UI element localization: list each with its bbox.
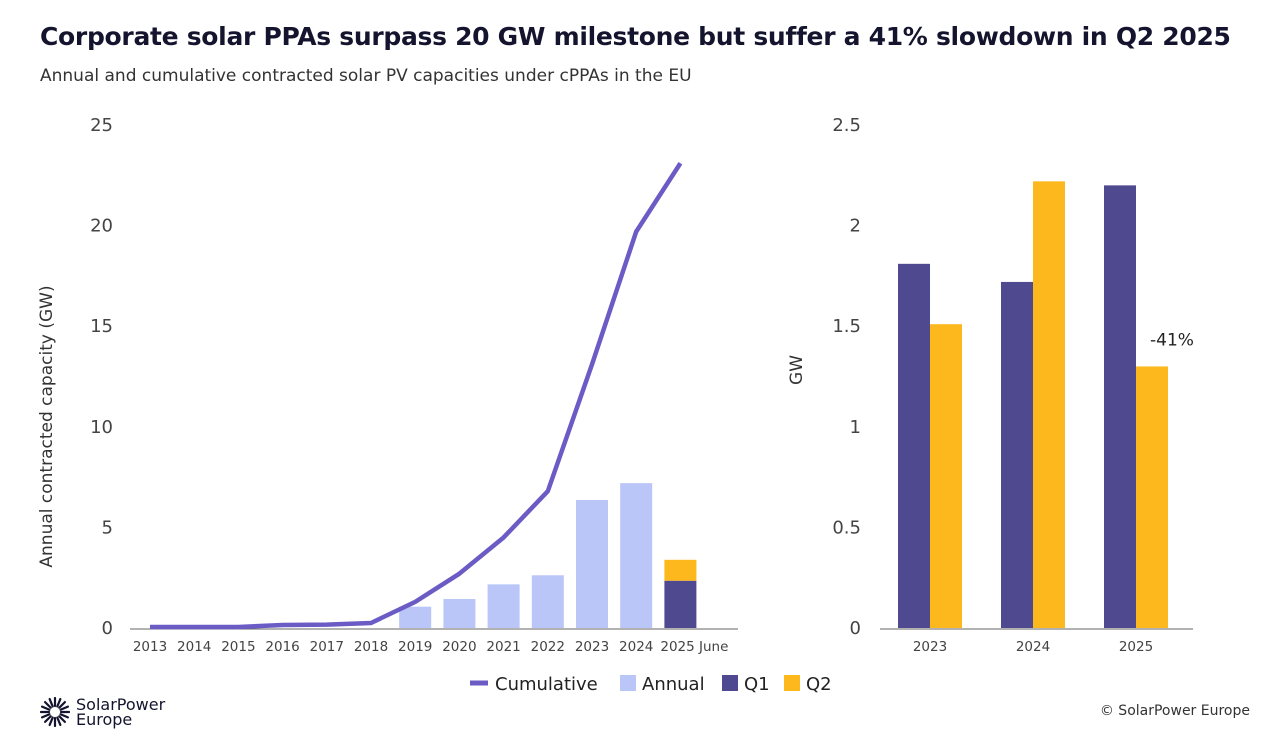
- sun-ray: [59, 713, 70, 719]
- x-tick-label: 2020: [442, 639, 476, 655]
- legend-swatch: [722, 675, 738, 691]
- legend-swatch: [784, 675, 800, 691]
- y-axis-label: GW: [787, 355, 807, 385]
- x-tick-label: 2019: [398, 639, 432, 655]
- y-tick-label: 0: [102, 618, 113, 639]
- legend-swatch: [620, 675, 636, 691]
- bar-q1: [1104, 185, 1136, 629]
- sun-ray: [59, 705, 70, 711]
- x-tick-label: 2017: [310, 639, 344, 655]
- sun-ray: [40, 705, 51, 711]
- bar-q2: [664, 559, 697, 581]
- bar-annual: [620, 483, 653, 628]
- sun-ray: [58, 701, 66, 709]
- y-tick-label: 2.5: [832, 115, 861, 136]
- sun-ray: [58, 715, 66, 723]
- legend-label: Annual: [642, 674, 705, 695]
- bar-q2: [1033, 181, 1065, 628]
- x-tick-label: 2022: [531, 639, 565, 655]
- x-tick-label: 2025 June: [660, 639, 728, 655]
- x-tick-label: 2014: [177, 639, 211, 655]
- x-tick-label: 2024: [619, 639, 653, 655]
- y-tick-label: 2: [850, 216, 861, 237]
- solarpower-europe-logo: SolarPower Europe: [40, 695, 166, 729]
- x-tick-label: 2024: [1016, 639, 1050, 655]
- y-tick-label: 10: [90, 417, 113, 438]
- y-tick-label: 0.5: [832, 517, 861, 538]
- bar-annual: [399, 606, 432, 628]
- sun-ray: [56, 697, 62, 708]
- annotation-label: -41%: [1150, 330, 1194, 350]
- y-tick-label: 0: [850, 618, 861, 639]
- legend-label: Q2: [806, 674, 832, 695]
- x-tick-label: 2018: [354, 639, 388, 655]
- legend-label: Q1: [744, 674, 770, 695]
- bar-annual: [576, 500, 608, 628]
- logo-text-line2: Europe: [76, 710, 133, 729]
- bar-q1: [1001, 281, 1033, 628]
- x-tick-label: 2013: [133, 639, 167, 655]
- x-tick-label: 2025: [1119, 639, 1153, 655]
- bar-annual: [531, 575, 564, 628]
- x-tick-label: 2016: [265, 639, 299, 655]
- y-tick-label: 5: [102, 517, 113, 538]
- y-axis-label: Annual contracted capacity (GW): [37, 285, 57, 567]
- y-tick-label: 1.5: [832, 316, 861, 337]
- y-tick-label: 20: [90, 216, 113, 237]
- sun-ray: [44, 701, 52, 709]
- legend-label: Cumulative: [495, 674, 598, 695]
- sun-ray: [44, 715, 52, 723]
- bar-q2: [1136, 366, 1168, 628]
- x-tick-label: 2023: [913, 639, 947, 655]
- x-tick-label: 2021: [486, 639, 520, 655]
- copyright: © SolarPower Europe: [1099, 703, 1250, 719]
- x-tick-label: 2023: [575, 639, 609, 655]
- x-tick-label: 2015: [221, 639, 255, 655]
- y-tick-label: 25: [90, 115, 113, 136]
- bar-q1: [898, 263, 930, 628]
- bar-q2: [930, 324, 962, 628]
- sun-ray: [56, 716, 62, 727]
- sun-ray: [48, 697, 54, 708]
- sun-logo-icon: [40, 697, 70, 727]
- bar-annual: [443, 599, 476, 628]
- y-tick-label: 1: [850, 417, 861, 438]
- bar-annual: [487, 584, 520, 628]
- chart-title: Corporate solar PPAs surpass 20 GW miles…: [40, 22, 1231, 51]
- sun-ray: [40, 713, 51, 719]
- chart-subtitle: Annual and cumulative contracted solar P…: [40, 66, 692, 86]
- y-tick-label: 15: [90, 316, 113, 337]
- bar-q1: [664, 580, 697, 628]
- sun-ray: [48, 716, 54, 727]
- logo-text-line1: SolarPower: [76, 695, 166, 714]
